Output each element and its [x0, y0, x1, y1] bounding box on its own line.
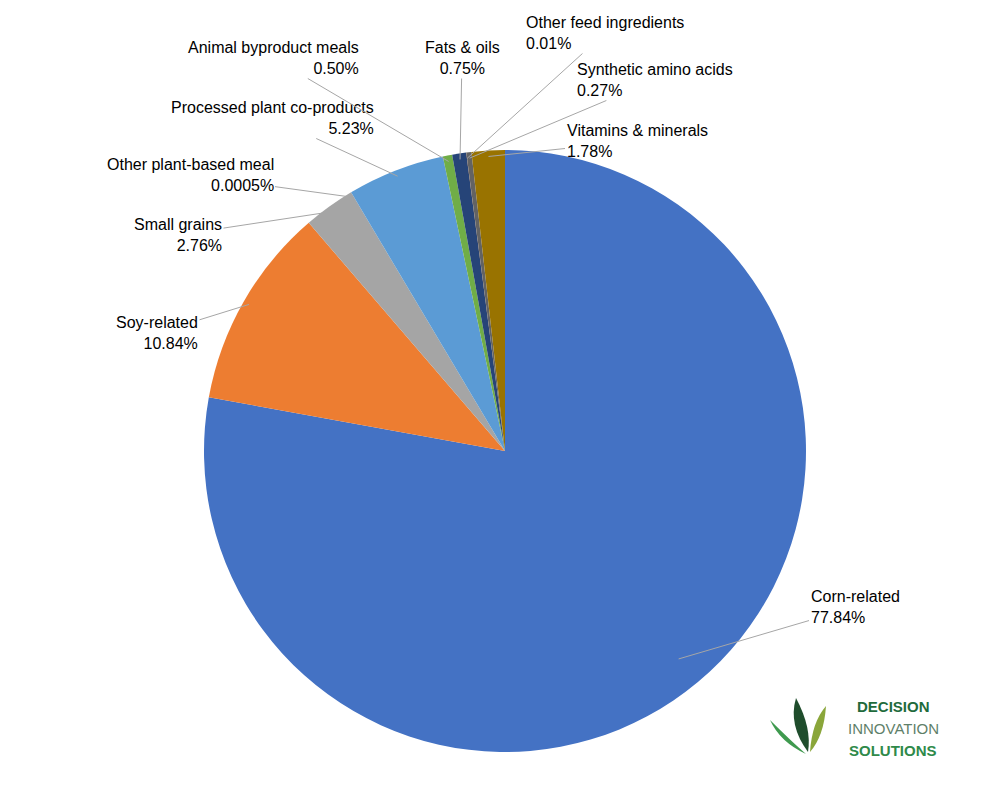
svg-text:Vitamins & minerals1.78%: Vitamins & minerals1.78% — [567, 122, 708, 160]
svg-text:Fats & oils0.75%: Fats & oils0.75% — [425, 39, 500, 77]
svg-text:INNOVATION: INNOVATION — [848, 720, 939, 737]
svg-text:Other feed ingredients0.01%: Other feed ingredients0.01% — [526, 14, 684, 52]
svg-text:Soy-related10.84%: Soy-related10.84% — [116, 314, 198, 352]
svg-text:Processed plant co-products5.2: Processed plant co-products5.23% — [171, 99, 374, 137]
svg-text:Other plant-based meal0.0005%: Other plant-based meal0.0005% — [107, 156, 274, 194]
svg-text:DECISION: DECISION — [857, 698, 930, 715]
svg-text:Animal byproduct meals0.50%: Animal byproduct meals0.50% — [188, 39, 359, 77]
svg-text:SOLUTIONS: SOLUTIONS — [849, 742, 937, 759]
svg-text:Small grains2.76%: Small grains2.76% — [134, 216, 222, 254]
svg-text:Corn-related77.84%: Corn-related77.84% — [811, 588, 900, 626]
svg-text:Synthetic amino acids0.27%: Synthetic amino acids0.27% — [577, 61, 733, 99]
